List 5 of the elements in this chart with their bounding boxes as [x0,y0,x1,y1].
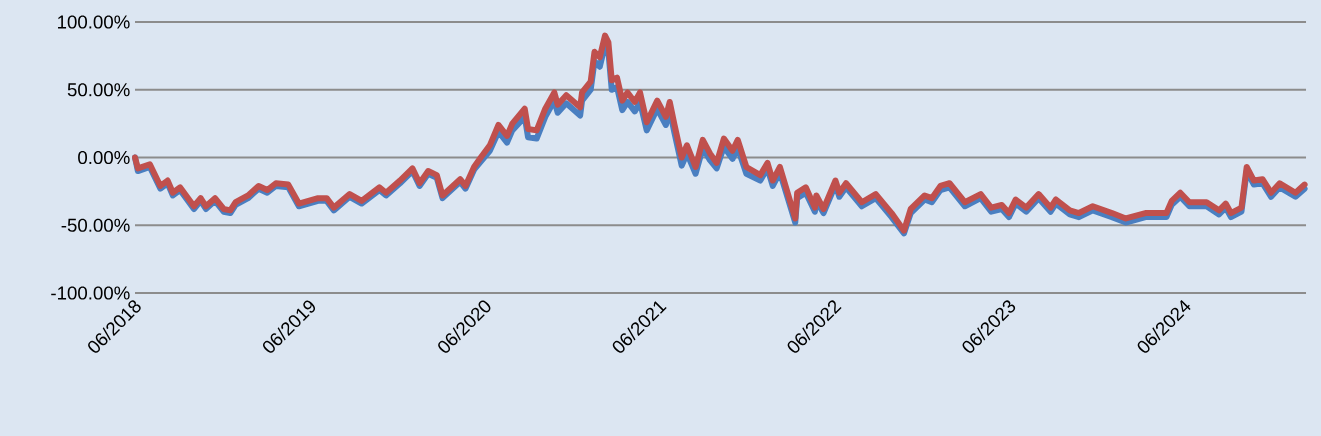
y-tick-label: 50.00% [67,83,130,97]
y-tick-label: -50.00% [61,218,130,232]
y-tick-label: 0.00% [78,150,130,165]
y-tick-label: 100.00% [58,15,130,29]
y-tick-label: -100.00% [51,286,130,300]
